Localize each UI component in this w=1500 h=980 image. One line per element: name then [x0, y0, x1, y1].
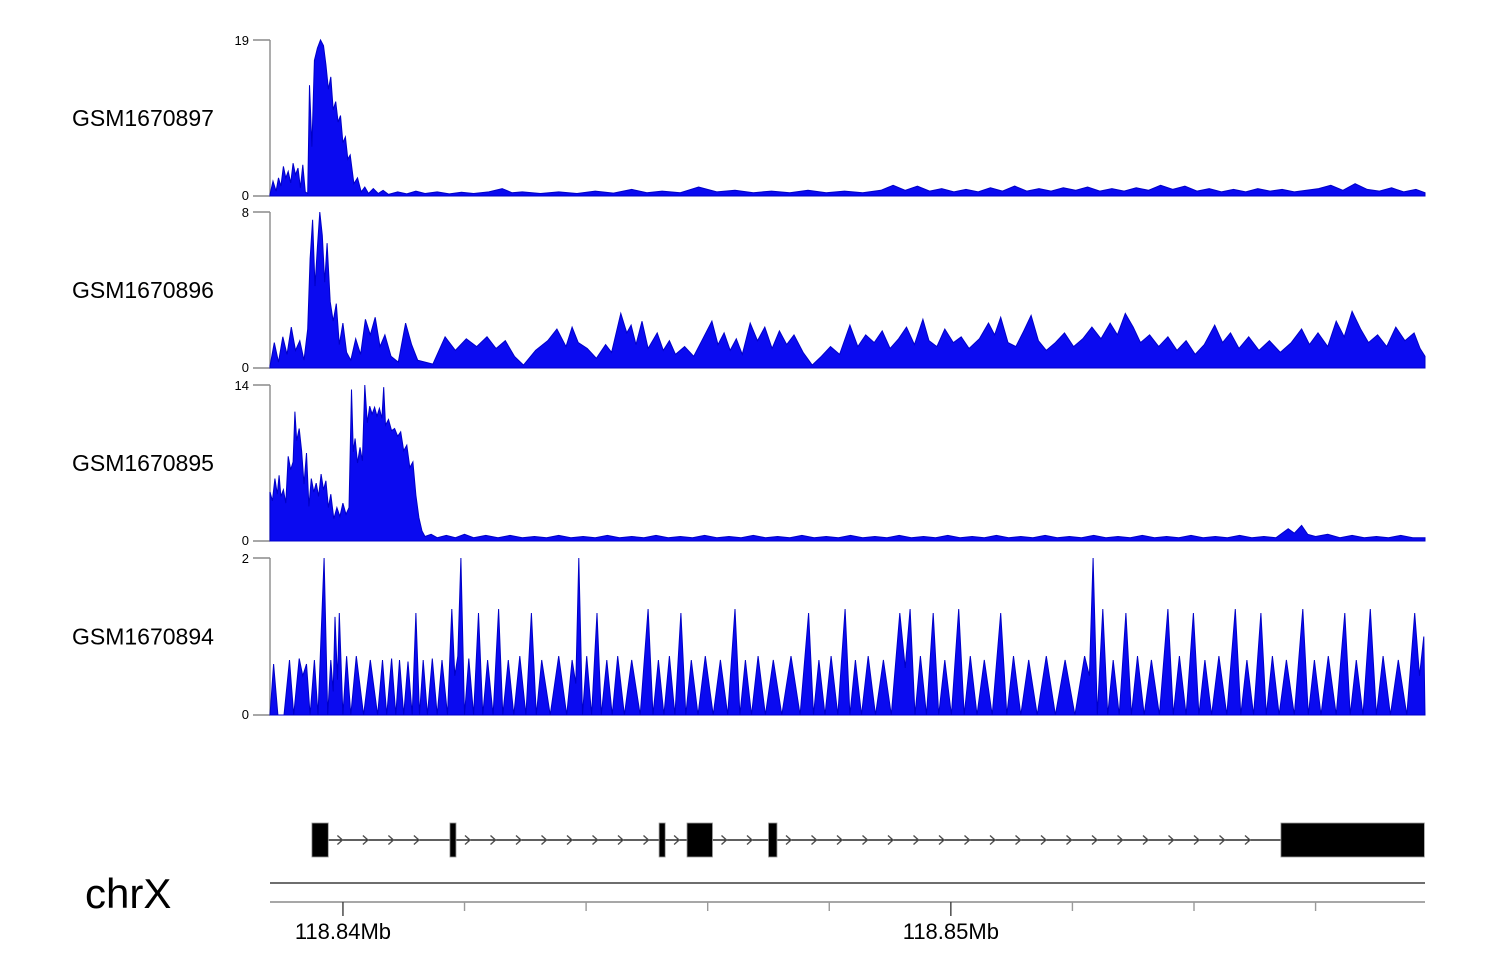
- coverage-area-gsm1670896: [269, 211, 1426, 369]
- strand-arrow-icon: [1219, 834, 1226, 846]
- exon: [686, 822, 713, 858]
- y-axis-max-label: 2: [242, 551, 249, 566]
- strand-arrow-icon: [836, 834, 844, 846]
- y-axis-zero-label: 0: [242, 707, 249, 722]
- strand-arrow-icon: [989, 834, 997, 846]
- strand-arrow-icon: [541, 834, 548, 846]
- track-label: GSM1670895: [72, 450, 214, 476]
- strand-arrow-icon: [617, 834, 625, 846]
- track-label: GSM1670896: [72, 277, 214, 303]
- strand-arrow-icon: [1015, 834, 1022, 846]
- track-label: GSM1670894: [72, 624, 214, 650]
- strand-arrow-icon: [336, 834, 344, 846]
- strand-arrow-icon: [1168, 834, 1175, 846]
- strand-arrow-icon: [1142, 834, 1150, 846]
- strand-arrow-icon: [387, 834, 395, 846]
- strand-arrow-icon: [1117, 834, 1124, 846]
- y-axis-max-label: 14: [235, 378, 249, 393]
- axis-tick-label: 118.85Mb: [903, 919, 999, 944]
- strand-arrow-icon: [490, 834, 497, 846]
- track-label: GSM1670897: [72, 105, 214, 131]
- chromosome-label: chrX: [85, 870, 171, 917]
- strand-arrow-icon: [1244, 834, 1252, 846]
- strand-arrow-icon: [362, 834, 369, 846]
- strand-arrow-icon: [913, 834, 920, 846]
- exon: [658, 822, 666, 858]
- strand-arrow-icon: [785, 834, 793, 846]
- strand-arrow-icon: [862, 834, 869, 846]
- strand-arrow-icon: [643, 834, 650, 846]
- coverage-area-gsm1670897: [269, 38, 1426, 197]
- exon: [449, 822, 457, 858]
- strand-arrow-icon: [887, 834, 895, 846]
- exon: [1280, 822, 1425, 858]
- strand-arrow-icon: [515, 834, 523, 846]
- strand-arrow-icon: [566, 834, 574, 846]
- y-axis-zero-label: 0: [242, 188, 249, 203]
- strand-arrow-icon: [413, 834, 420, 846]
- coverage-area-gsm1670895: [269, 384, 1426, 542]
- strand-arrow-icon: [592, 834, 599, 846]
- strand-arrow-icon: [673, 834, 681, 846]
- strand-arrow-icon: [1091, 834, 1099, 846]
- strand-arrow-icon: [1193, 834, 1201, 846]
- y-axis-max-label: 8: [242, 205, 249, 220]
- strand-arrow-icon: [811, 834, 818, 846]
- strand-arrow-icon: [1066, 834, 1073, 846]
- coverage-area-gsm1670894: [269, 557, 1426, 716]
- exon: [768, 822, 778, 858]
- y-axis-max-label: 19: [235, 33, 249, 48]
- strand-arrow-icon: [938, 834, 946, 846]
- y-axis-zero-label: 0: [242, 360, 249, 375]
- strand-arrow-icon: [464, 834, 472, 846]
- strand-arrow-icon: [964, 834, 971, 846]
- strand-arrow-icon: [746, 834, 754, 846]
- exon: [311, 822, 329, 858]
- axis-tick-label: 118.84Mb: [295, 919, 391, 944]
- y-axis-zero-label: 0: [242, 533, 249, 548]
- strand-arrow-icon: [1040, 834, 1048, 846]
- strand-arrow-icon: [721, 834, 728, 846]
